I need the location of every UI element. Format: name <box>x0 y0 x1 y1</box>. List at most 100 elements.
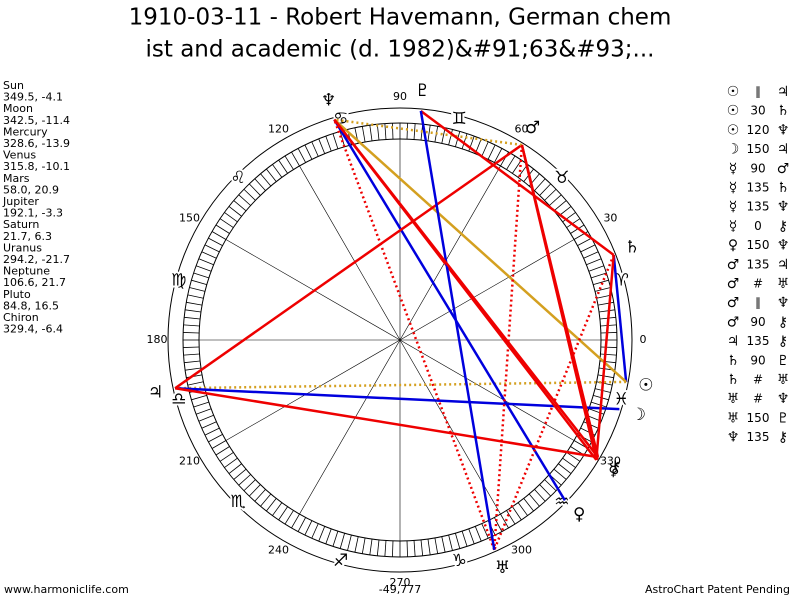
planet-position: 58.0, 20.9 <box>3 183 59 196</box>
degree-tick <box>392 540 394 557</box>
degree-tick <box>354 536 359 553</box>
degree-tick <box>195 408 212 415</box>
degree-tick <box>272 164 283 178</box>
aspect-planet: ♅ <box>777 276 790 292</box>
aspect-planet: ♂ <box>727 295 740 311</box>
degree-tick <box>583 251 599 259</box>
aspect-line <box>174 386 599 459</box>
degree-tick <box>588 265 605 272</box>
degree-tick <box>304 520 313 536</box>
degree-tick <box>243 479 256 492</box>
degree-label: 90 <box>393 90 407 103</box>
degree-tick <box>494 148 503 163</box>
degree-tick <box>413 123 416 140</box>
aspect-type: 90 <box>750 315 765 329</box>
degree-tick <box>204 427 220 436</box>
degree-tick <box>481 141 489 157</box>
planet-name: Jupiter <box>2 195 39 208</box>
degree-tick <box>562 212 576 223</box>
degree-label: 180 <box>147 333 168 346</box>
degree-tick <box>248 484 261 497</box>
degree-tick <box>311 523 319 539</box>
degree-tick <box>376 124 380 141</box>
degree-tick <box>183 324 200 327</box>
sign-glyph: ♌ <box>230 168 245 188</box>
degree-tick <box>228 463 242 474</box>
aspect-planet: ♆ <box>777 295 790 311</box>
degree-tick <box>208 434 223 443</box>
degree-tick <box>347 534 352 551</box>
degree-tick <box>266 498 277 512</box>
degree-tick <box>193 272 209 279</box>
aspect-planet: ♅ <box>777 372 790 388</box>
degree-tick <box>228 206 242 217</box>
degree-tick <box>278 159 288 174</box>
title-line: ist and academic (d. 1982)&#91;63&#93;..… <box>146 37 655 63</box>
degree-tick <box>406 540 408 557</box>
degree-tick <box>586 258 602 266</box>
aspect-type: 0 <box>754 219 762 233</box>
degree-tick <box>260 493 272 507</box>
degree-tick <box>448 534 453 551</box>
degree-tick <box>272 502 283 516</box>
aspect-planet: ♆ <box>727 430 740 446</box>
house-line <box>399 339 575 441</box>
house-line <box>299 165 401 341</box>
degree-tick <box>260 173 272 187</box>
degree-tick <box>297 148 306 163</box>
aspect-planet: ♇ <box>777 410 790 426</box>
degree-tick <box>528 493 540 507</box>
degree-tick <box>487 144 496 160</box>
degree-tick <box>600 346 617 348</box>
aspect-type: ∥ <box>755 296 761 310</box>
aspect-type: # <box>753 392 763 406</box>
degree-tick <box>544 188 557 201</box>
degree-tick <box>474 526 482 542</box>
degree-tick <box>291 513 300 529</box>
aspect-type: 135 <box>747 334 770 348</box>
aspect-line <box>333 118 599 458</box>
footer-left: www.harmoniclife.com <box>4 583 129 596</box>
degree-tick <box>534 489 546 502</box>
degree-tick <box>427 125 431 142</box>
aspect-planet: ♄ <box>777 180 790 196</box>
aspect-planet: ♂ <box>727 276 740 292</box>
aspect-planet: ☿ <box>729 218 738 234</box>
degree-label: 270 <box>390 576 411 589</box>
degree-tick <box>523 498 534 512</box>
sign-glyph: ♑ <box>452 551 467 571</box>
aspect-planet: ☉ <box>727 84 740 100</box>
degree-tick <box>553 200 567 212</box>
house-line <box>399 239 575 341</box>
degree-label: 300 <box>511 543 532 556</box>
degree-tick <box>420 539 424 556</box>
aspect-planet: ♃ <box>777 257 790 273</box>
degree-label: 120 <box>268 123 289 136</box>
degree-tick <box>332 133 339 149</box>
degree-tick <box>339 131 345 147</box>
degree-tick <box>184 316 201 320</box>
aspect-planet: ♃ <box>727 334 740 350</box>
degree-tick <box>311 141 319 157</box>
aspect-planet: ☿ <box>729 161 738 177</box>
sign-glyph: ♊ <box>452 109 467 129</box>
aspect-planet: ♃ <box>777 142 790 158</box>
degree-label: 150 <box>179 212 200 225</box>
degree-tick <box>219 218 234 228</box>
aspect-planet: ♇ <box>777 353 790 369</box>
degree-tick <box>506 510 516 525</box>
planet-name: Chiron <box>3 311 39 324</box>
aspect-planet: ♂ <box>727 314 740 330</box>
degree-tick <box>600 332 617 334</box>
degree-tick <box>304 144 313 160</box>
planet-glyph: ☿ <box>608 460 618 480</box>
aspect-line <box>419 110 496 550</box>
degree-tick <box>591 401 607 408</box>
degree-tick <box>448 129 453 146</box>
degree-tick <box>184 360 201 364</box>
degree-tick <box>369 538 373 555</box>
planet-position: 106.6, 21.7 <box>3 276 66 289</box>
planet-glyph: ♂ <box>525 118 540 138</box>
aspect-line <box>175 386 620 411</box>
aspect-line <box>595 254 615 460</box>
